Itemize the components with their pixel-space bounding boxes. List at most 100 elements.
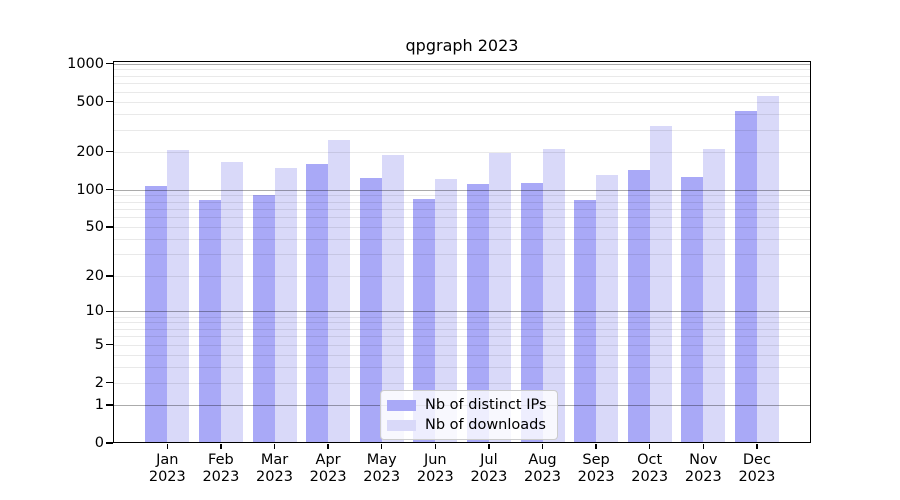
legend-swatch-distinct-ips	[387, 399, 416, 411]
chart-title: qpgraph 2023	[405, 36, 519, 55]
y-axis-tick	[106, 188, 113, 191]
x-axis-tick	[702, 443, 705, 449]
x-tick-label-nov: Nov 2023	[684, 452, 722, 485]
y-axis-tick	[106, 226, 113, 228]
x-tick-label-oct: Oct 2023	[631, 452, 669, 485]
bar-nb-of-distinct-ips-jan	[145, 185, 168, 443]
bar-nb-of-downloads-jun	[435, 178, 458, 443]
x-tick-label-mar: Mar 2023	[256, 452, 293, 485]
y-axis-tick	[106, 343, 113, 346]
bar-nb-of-downloads-mar	[274, 168, 297, 443]
plot-area	[113, 61, 811, 443]
x-axis-tick	[648, 443, 651, 449]
grid-minor-line	[113, 239, 811, 240]
grid-minor-line	[113, 217, 811, 219]
grid-minor-line	[113, 113, 811, 115]
bar-nb-of-downloads-aug	[542, 148, 565, 443]
grid-minor-line	[113, 195, 811, 197]
x-tick-label-jun: Jun 2023	[416, 452, 454, 485]
y-axis-tick	[106, 310, 113, 313]
grid-minor-line	[113, 366, 811, 368]
grid-minor-line	[113, 69, 811, 71]
grid-minor-line	[113, 201, 811, 203]
bar-nb-of-downloads-nov	[703, 149, 726, 443]
y-tick-label: 20	[85, 267, 104, 284]
grid-minor-line	[113, 328, 811, 330]
x-tick-label-feb: Feb 2023	[202, 452, 240, 485]
legend-swatch-downloads	[387, 419, 416, 431]
legend-label-distinct-ips: Nb of distinct IPs	[425, 397, 547, 413]
bar-nb-of-distinct-ips-jun	[413, 199, 436, 443]
y-tick-label: 0	[94, 435, 104, 451]
y-tick-label: 1	[94, 396, 104, 413]
bar-nb-of-downloads-sep	[596, 175, 619, 443]
grid-minor-line	[113, 91, 811, 93]
y-axis-tick	[106, 404, 113, 406]
grid-minor-line	[113, 322, 811, 324]
x-tick-label-jan: Jan 2023	[148, 452, 186, 485]
bar-nb-of-distinct-ips-sep	[574, 199, 597, 443]
grid-minor-line	[113, 151, 811, 153]
bar-nb-of-distinct-ips-mar	[252, 195, 275, 443]
x-tick-label-jul: Jul 2023	[470, 452, 508, 485]
x-tick-label-apr: Apr 2023	[309, 452, 347, 485]
x-tick-label-sep: Sep 2023	[577, 452, 615, 485]
grid-major-line	[113, 311, 811, 313]
y-tick-label: 10	[85, 303, 104, 320]
x-axis-tick	[595, 443, 597, 449]
x-axis-tick	[541, 443, 544, 449]
bar-nb-of-distinct-ips-feb	[198, 200, 221, 443]
grid-minor-line	[113, 227, 811, 228]
y-axis-tick	[106, 275, 113, 277]
grid-minor-line	[113, 344, 811, 346]
bar-nb-of-downloads-jul	[488, 152, 511, 443]
x-tick-label-aug: Aug 2023	[524, 452, 561, 485]
legend-label-downloads: Nb of downloads	[425, 417, 546, 433]
grid-minor-line	[113, 354, 811, 356]
legend: Nb of distinct IPs Nb of downloads	[380, 390, 558, 440]
bar-nb-of-downloads-jan	[167, 149, 190, 443]
legend-entry-downloads: Nb of downloads	[387, 417, 547, 433]
y-axis-tick	[106, 100, 113, 103]
grid-minor-line	[113, 336, 811, 338]
grid-minor-line	[113, 382, 811, 384]
x-axis-tick	[273, 443, 276, 449]
y-axis-tick	[106, 381, 113, 384]
bar-nb-of-downloads-apr	[328, 139, 351, 443]
grid-major-line	[113, 189, 811, 191]
x-tick-label-may: May 2023	[363, 452, 401, 485]
grid-minor-line	[113, 129, 811, 131]
bar-nb-of-downloads-feb	[220, 162, 243, 443]
grid-minor-line	[113, 83, 811, 85]
grid-minor-line	[113, 275, 811, 277]
grid-major-line	[113, 63, 811, 65]
bar-nb-of-distinct-ips-may	[359, 177, 382, 443]
y-tick-label: 50	[85, 219, 104, 235]
bar-nb-of-distinct-ips-aug	[520, 183, 543, 443]
x-axis-tick	[434, 443, 437, 449]
y-axis-tick	[106, 442, 113, 444]
y-tick-label: 500	[76, 93, 104, 110]
x-axis-tick	[488, 443, 490, 449]
grid-minor-line	[113, 254, 811, 256]
bar-nb-of-downloads-may	[381, 155, 404, 443]
x-axis-tick	[327, 443, 329, 449]
bar-nb-of-distinct-ips-nov	[681, 177, 704, 443]
x-axis-tick	[220, 443, 222, 449]
y-tick-label: 2	[94, 374, 104, 391]
y-axis-tick	[106, 62, 113, 65]
x-axis-tick	[166, 443, 169, 449]
grid-minor-line	[113, 316, 811, 318]
y-tick-label: 1000	[67, 55, 104, 72]
grid-minor-line	[113, 208, 811, 210]
y-axis-tick	[106, 150, 113, 153]
grid-minor-line	[113, 101, 811, 103]
y-tick-label: 100	[76, 181, 104, 198]
y-tick-label: 200	[76, 143, 104, 160]
bar-nb-of-distinct-ips-dec	[734, 111, 757, 443]
legend-entry-distinct-ips: Nb of distinct IPs	[387, 397, 547, 413]
bar-nb-of-distinct-ips-apr	[306, 163, 329, 443]
bar-nb-of-downloads-oct	[649, 126, 672, 443]
bar-nb-of-distinct-ips-jul	[466, 183, 489, 443]
